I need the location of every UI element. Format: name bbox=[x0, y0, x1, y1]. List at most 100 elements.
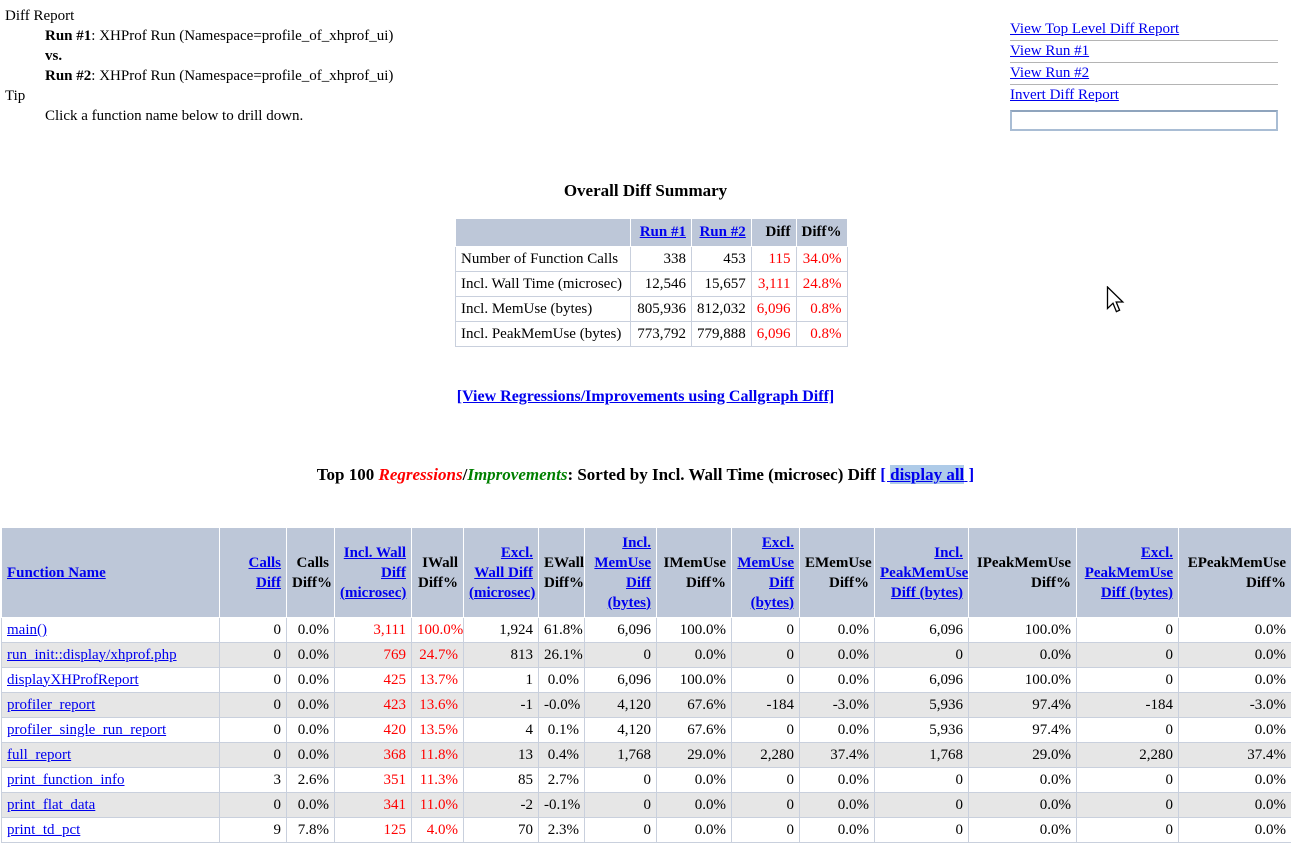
value-cell: 2,280 bbox=[1077, 743, 1179, 768]
column-header: Incl. MemUse Diff (bytes) bbox=[585, 528, 657, 618]
value-cell: 0 bbox=[1077, 618, 1179, 643]
value-cell: 813 bbox=[464, 643, 539, 668]
run-id-input[interactable] bbox=[1010, 110, 1278, 131]
value-cell: 0 bbox=[585, 793, 657, 818]
sort-column-link[interactable]: Excl. PeakMemUse Diff (bytes) bbox=[1085, 545, 1173, 601]
value-cell: 2.6% bbox=[287, 768, 335, 793]
value-cell: 0.0% bbox=[287, 693, 335, 718]
value-cell: 0 bbox=[220, 668, 287, 693]
value-cell: 11.3% bbox=[412, 768, 464, 793]
sort-column-link[interactable]: Excl. Wall Diff (microsec) bbox=[469, 545, 535, 601]
function-name-cell: print_flat_data bbox=[2, 793, 220, 818]
function-link[interactable]: displayXHProfReport bbox=[7, 672, 139, 688]
sort-column-link[interactable]: Calls Diff bbox=[248, 555, 281, 591]
summary-run2-value: 15,657 bbox=[692, 272, 752, 297]
value-cell: 29.0% bbox=[657, 743, 732, 768]
mouse-cursor-icon bbox=[1106, 286, 1128, 318]
summary-metric-label: Incl. Wall Time (microsec) bbox=[456, 272, 631, 297]
value-cell: 0.0% bbox=[800, 818, 875, 843]
function-link[interactable]: main() bbox=[7, 622, 47, 638]
sort-column-link[interactable]: Incl. MemUse Diff (bytes) bbox=[594, 535, 651, 611]
value-cell: 0.1% bbox=[539, 718, 585, 743]
sort-column-link[interactable]: Incl. PeakMemUse Diff (bytes) bbox=[880, 545, 968, 601]
value-cell: 37.4% bbox=[1179, 743, 1291, 768]
value-cell: 420 bbox=[335, 718, 412, 743]
value-cell: 7.8% bbox=[287, 818, 335, 843]
function-name-cell: profiler_single_run_report bbox=[2, 718, 220, 743]
value-cell: 37.4% bbox=[800, 743, 875, 768]
function-link[interactable]: run_init::display/xhprof.php bbox=[7, 647, 177, 663]
value-cell: 2,280 bbox=[732, 743, 800, 768]
value-cell: 3 bbox=[220, 768, 287, 793]
sort-column-link[interactable]: Excl. MemUse Diff (bytes) bbox=[737, 535, 794, 611]
value-cell: 13.7% bbox=[412, 668, 464, 693]
column-header: Incl. Wall Diff (microsec) bbox=[335, 528, 412, 618]
value-cell: 0.0% bbox=[287, 643, 335, 668]
value-cell: 0.0% bbox=[800, 768, 875, 793]
function-name-cell: run_init::display/xhprof.php bbox=[2, 643, 220, 668]
value-cell: 100.0% bbox=[657, 668, 732, 693]
nav-link[interactable]: View Top Level Diff Report bbox=[1010, 21, 1179, 37]
value-cell: 24.7% bbox=[412, 643, 464, 668]
function-link[interactable]: profiler_single_run_report bbox=[7, 722, 166, 738]
value-cell: 0.0% bbox=[800, 643, 875, 668]
nav-link[interactable]: Invert Diff Report bbox=[1010, 87, 1119, 103]
display-all-link[interactable]: [ display all ] bbox=[880, 465, 974, 484]
value-cell: 0.0% bbox=[1179, 818, 1291, 843]
value-cell: 0.0% bbox=[969, 643, 1077, 668]
value-cell: 0 bbox=[220, 693, 287, 718]
summary-run-link[interactable]: Run #2 bbox=[699, 224, 745, 240]
value-cell: 0.0% bbox=[657, 768, 732, 793]
nav-link[interactable]: View Run #2 bbox=[1010, 65, 1089, 81]
display-all-close-bracket: ] bbox=[964, 465, 974, 484]
value-cell: 0.0% bbox=[969, 768, 1077, 793]
column-header: Excl. MemUse Diff (bytes) bbox=[732, 528, 800, 618]
summary-run-link[interactable]: Run #1 bbox=[640, 224, 686, 240]
function-link[interactable]: print_flat_data bbox=[7, 797, 95, 813]
heading-suffix: : Sorted by Incl. Wall Time (microsec) D… bbox=[567, 465, 880, 484]
value-cell: 0.0% bbox=[657, 643, 732, 668]
summary-diff-value: 6,096 bbox=[751, 322, 796, 347]
report-info: Diff Report Run #1: XHProf Run (Namespac… bbox=[5, 6, 605, 126]
sort-column-link[interactable]: Incl. Wall Diff (microsec) bbox=[340, 545, 406, 601]
value-cell: 6,096 bbox=[585, 668, 657, 693]
value-cell: 0 bbox=[1077, 668, 1179, 693]
column-header: EPeakMemUse Diff% bbox=[1179, 528, 1291, 618]
value-cell: 4,120 bbox=[585, 718, 657, 743]
value-cell: -3.0% bbox=[1179, 693, 1291, 718]
run1-line: Run #1: XHProf Run (Namespace=profile_of… bbox=[45, 26, 605, 46]
summary-metric-label: Incl. MemUse (bytes) bbox=[456, 297, 631, 322]
value-cell: 100.0% bbox=[412, 618, 464, 643]
value-cell: 0.0% bbox=[800, 668, 875, 693]
value-cell: 6,096 bbox=[585, 618, 657, 643]
value-cell: 61.8% bbox=[539, 618, 585, 643]
value-cell: 0 bbox=[585, 768, 657, 793]
summary-run2-value: 453 bbox=[692, 247, 752, 272]
summary-col-header: Diff bbox=[751, 219, 796, 247]
value-cell: 0 bbox=[732, 818, 800, 843]
function-link[interactable]: profiler_report bbox=[7, 697, 95, 713]
callgraph-diff-link[interactable]: [View Regressions/Improvements using Cal… bbox=[457, 388, 834, 405]
value-cell: 1,924 bbox=[464, 618, 539, 643]
summary-metric-label: Incl. PeakMemUse (bytes) bbox=[456, 322, 631, 347]
function-link[interactable]: full_report bbox=[7, 747, 71, 763]
function-link[interactable]: print_td_pct bbox=[7, 822, 80, 838]
summary-run1-value: 773,792 bbox=[631, 322, 692, 347]
value-cell: 0.0% bbox=[287, 618, 335, 643]
nav-link[interactable]: View Run #1 bbox=[1010, 43, 1089, 59]
column-header: Calls Diff bbox=[220, 528, 287, 618]
function-link[interactable]: print_function_info bbox=[7, 772, 124, 788]
vs-text: vs. bbox=[45, 46, 605, 66]
nav-item: Invert Diff Report bbox=[1010, 85, 1278, 106]
value-cell: 0 bbox=[732, 668, 800, 693]
column-header: Excl. Wall Diff (microsec) bbox=[464, 528, 539, 618]
value-cell: 0 bbox=[1077, 818, 1179, 843]
sort-column-link[interactable]: Function Name bbox=[7, 565, 106, 581]
value-cell: 0 bbox=[875, 818, 969, 843]
